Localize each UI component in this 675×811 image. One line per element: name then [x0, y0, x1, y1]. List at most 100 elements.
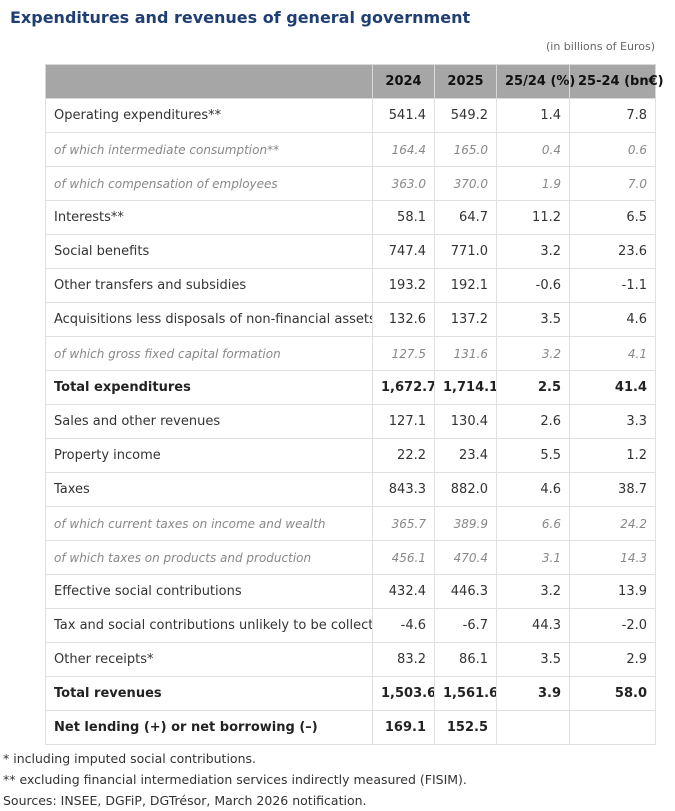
header-pct-change: 25/24 (%) — [496, 64, 575, 99]
cell-pct-change: 0.4 — [496, 132, 570, 167]
cell-2025: 130.4 — [434, 404, 497, 439]
row-label: of which taxes on products and productio… — [45, 540, 373, 575]
cell-abs-change: 2.9 — [569, 642, 656, 677]
cell-pct-change: 3.2 — [496, 336, 570, 371]
cell-pct-change: 1.4 — [496, 98, 570, 133]
cell-2024: 58.1 — [372, 200, 435, 235]
cell-pct-change: 2.5 — [496, 370, 570, 405]
cell-2024: -4.6 — [372, 608, 435, 643]
cell-abs-change: 41.4 — [569, 370, 656, 405]
table-body: Operating expenditures** 541.4 549.2 1.4 7.8… — [45, 98, 656, 745]
cell-abs-change: 4.1 — [569, 336, 656, 371]
row-label: Total expenditures — [45, 370, 373, 405]
cell-2025: 192.1 — [434, 268, 497, 303]
expenditures-revenues-table: 2024 2025 25/24 (%) 25-24 (bn€) Operatin… — [45, 64, 664, 745]
cell-abs-change: 1.2 — [569, 438, 656, 473]
cell-pct-change: 3.1 — [496, 540, 570, 575]
table-row: Taxes 843.3 882.0 4.6 38.7 — [45, 472, 656, 507]
cell-pct-change: 3.5 — [496, 642, 570, 677]
row-label: of which intermediate consumption** — [45, 132, 373, 167]
table-row: of which taxes on products and productio… — [45, 540, 656, 575]
table-row: Tax and social contributions unlikely to… — [45, 608, 656, 643]
cell-2024: 193.2 — [372, 268, 435, 303]
row-label: Interests** — [45, 200, 373, 235]
table-row: Social benefits 747.4 771.0 3.2 23.6 — [45, 234, 656, 269]
row-label: Other transfers and subsidies — [45, 268, 373, 303]
cell-2025: 1,561.6 — [434, 676, 497, 711]
cell-2025: 470.4 — [434, 540, 497, 575]
cell-2025: 370.0 — [434, 166, 497, 201]
cell-pct-change: 2.6 — [496, 404, 570, 439]
cell-2024: 747.4 — [372, 234, 435, 269]
row-label: Taxes — [45, 472, 373, 507]
cell-abs-change: 7.8 — [569, 98, 656, 133]
table-row: Acquisitions less disposals of non-finan… — [45, 302, 656, 337]
header-2025: 2025 — [434, 64, 497, 99]
cell-pct-change: 6.6 — [496, 506, 570, 541]
cell-abs-change: 14.3 — [569, 540, 656, 575]
cell-abs-change: 4.6 — [569, 302, 656, 337]
table-row: Other transfers and subsidies 193.2 192.1-… — [45, 268, 656, 303]
cell-abs-change: 7.0 — [569, 166, 656, 201]
cell-2024: 164.4 — [372, 132, 435, 167]
cell-pct-change: 4.6 — [496, 472, 570, 507]
cell-2025: 389.9 — [434, 506, 497, 541]
row-label: of which current taxes on income and wea… — [45, 506, 373, 541]
cell-2025: 86.1 — [434, 642, 497, 677]
table-row: of which gross fixed capital formation 12… — [45, 336, 656, 371]
table-row: Operating expenditures** 541.4 549.2 1.4 7.8 — [45, 98, 656, 133]
cell-2025: 165.0 — [434, 132, 497, 167]
table-row: Other receipts* 83.2 86.1 3.5 2.9 — [45, 642, 656, 677]
table-row: Net lending (+) or net borrowing (–) 169.… — [45, 710, 656, 745]
table-row: Sales and other revenues 127.1 130.4 2.6 3.3 — [45, 404, 656, 439]
cell-pct-change: -0.6 — [496, 268, 570, 303]
row-label: Property income — [45, 438, 373, 473]
cell-2024: 1,503.6 — [372, 676, 435, 711]
cell-pct-change: 5.5 — [496, 438, 570, 473]
cell-2024: 365.7 — [372, 506, 435, 541]
cell-2025: 771.0 — [434, 234, 497, 269]
footnote-imputed: * including imputed social contributions… — [3, 751, 256, 766]
cell-abs-change: 13.9 — [569, 574, 656, 609]
cell-2024: 22.2 — [372, 438, 435, 473]
cell-2025: 64.7 — [434, 200, 497, 235]
cell-2025: 549.2 — [434, 98, 497, 133]
cell-2024: 83.2 — [372, 642, 435, 677]
row-label: Tax and social contributions unlikely to… — [45, 608, 373, 643]
table-row: Effective social contributions 432.4 446.3… — [45, 574, 656, 609]
row-label: Acquisitions less disposals of non-finan… — [45, 302, 373, 337]
cell-2025: 1,714.1 — [434, 370, 497, 405]
row-label: of which compensation of employees — [45, 166, 373, 201]
cell-2025: 446.3 — [434, 574, 497, 609]
cell-2024: 169.1 — [372, 710, 435, 745]
cell-pct-change: 3.9 — [496, 676, 570, 711]
row-label: of which gross fixed capital formation — [45, 336, 373, 371]
cell-2025: -6.7 — [434, 608, 497, 643]
cell-pct-change — [496, 710, 570, 745]
row-label: Sales and other revenues — [45, 404, 373, 439]
table-row: of which intermediate consumption** 164.4… — [45, 132, 656, 167]
cell-2024: 127.1 — [372, 404, 435, 439]
table-row: Property income 22.2 23.4 5.5 1.2 — [45, 438, 656, 473]
unit-note: (in billions of Euros) — [545, 40, 655, 53]
cell-pct-change: 11.2 — [496, 200, 570, 235]
cell-pct-change: 3.2 — [496, 574, 570, 609]
footnote-sources: Sources: INSEE, DGFiP, DGTrésor, March 2… — [3, 793, 367, 808]
table-row: of which compensation of employees 363.0 3… — [45, 166, 656, 201]
cell-pct-change: 44.3 — [496, 608, 570, 643]
cell-abs-change: 58.0 — [569, 676, 656, 711]
cell-2025: 131.6 — [434, 336, 497, 371]
cell-2025: 137.2 — [434, 302, 497, 337]
cell-2024: 127.5 — [372, 336, 435, 371]
cell-abs-change: 0.6 — [569, 132, 656, 167]
cell-pct-change: 1.9 — [496, 166, 570, 201]
table-row: Total revenues 1,503.6 1,561.6 3.9 58.0 — [45, 676, 656, 711]
cell-pct-change: 3.5 — [496, 302, 570, 337]
cell-abs-change: 23.6 — [569, 234, 656, 269]
header-label — [45, 64, 373, 99]
header-row: 2024 2025 25/24 (%) 25-24 (bn€) — [45, 64, 664, 99]
row-label: Other receipts* — [45, 642, 373, 677]
cell-2025: 152.5 — [434, 710, 497, 745]
cell-2024: 132.6 — [372, 302, 435, 337]
table-row: Total expenditures 1,672.7 1,714.1 2.5 41.4 — [45, 370, 656, 405]
